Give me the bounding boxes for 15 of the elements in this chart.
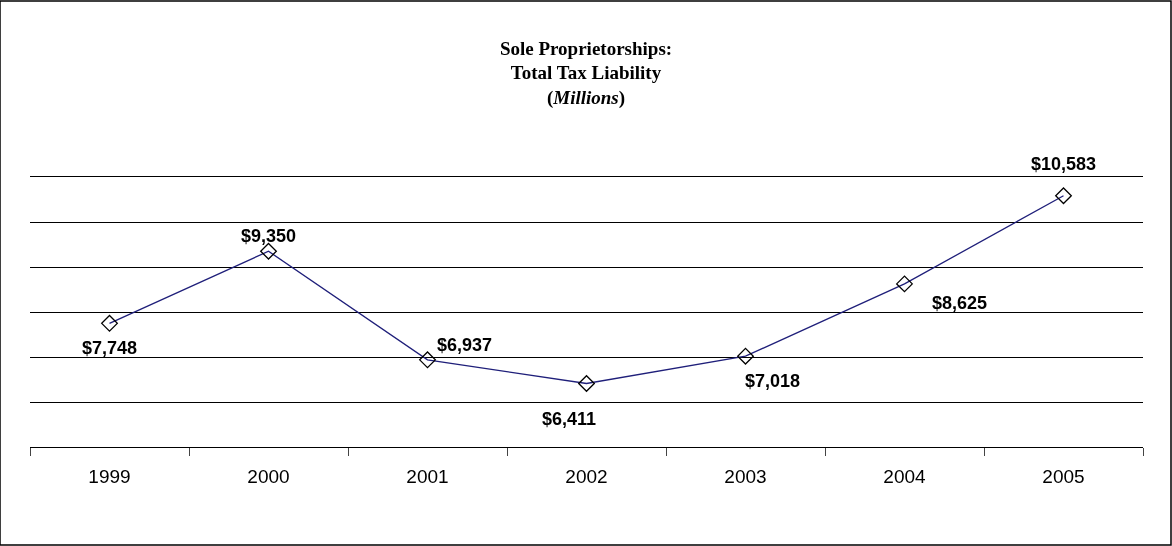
- x-tick-label: 2005: [1042, 465, 1085, 487]
- chart-title: Sole Proprietorships: Total Tax Liability (Millions): [499, 37, 673, 109]
- data-label: $7,748: [82, 338, 138, 358]
- data-label: $6,937: [437, 335, 493, 355]
- x-tick-label: 2002: [565, 465, 608, 487]
- x-tick-label: 2004: [883, 465, 927, 487]
- data-label: $7,018: [745, 371, 801, 391]
- x-tick-label: 2001: [406, 465, 449, 487]
- x-tick-label: 1999: [88, 465, 131, 487]
- x-tick-label: 2003: [724, 465, 767, 487]
- data-label: $8,625: [932, 293, 988, 313]
- data-label: $9,350: [241, 226, 297, 246]
- data-label: $6,411: [542, 409, 597, 429]
- x-tick-label: 2000: [247, 465, 290, 487]
- data-label: $10,583: [1031, 154, 1097, 174]
